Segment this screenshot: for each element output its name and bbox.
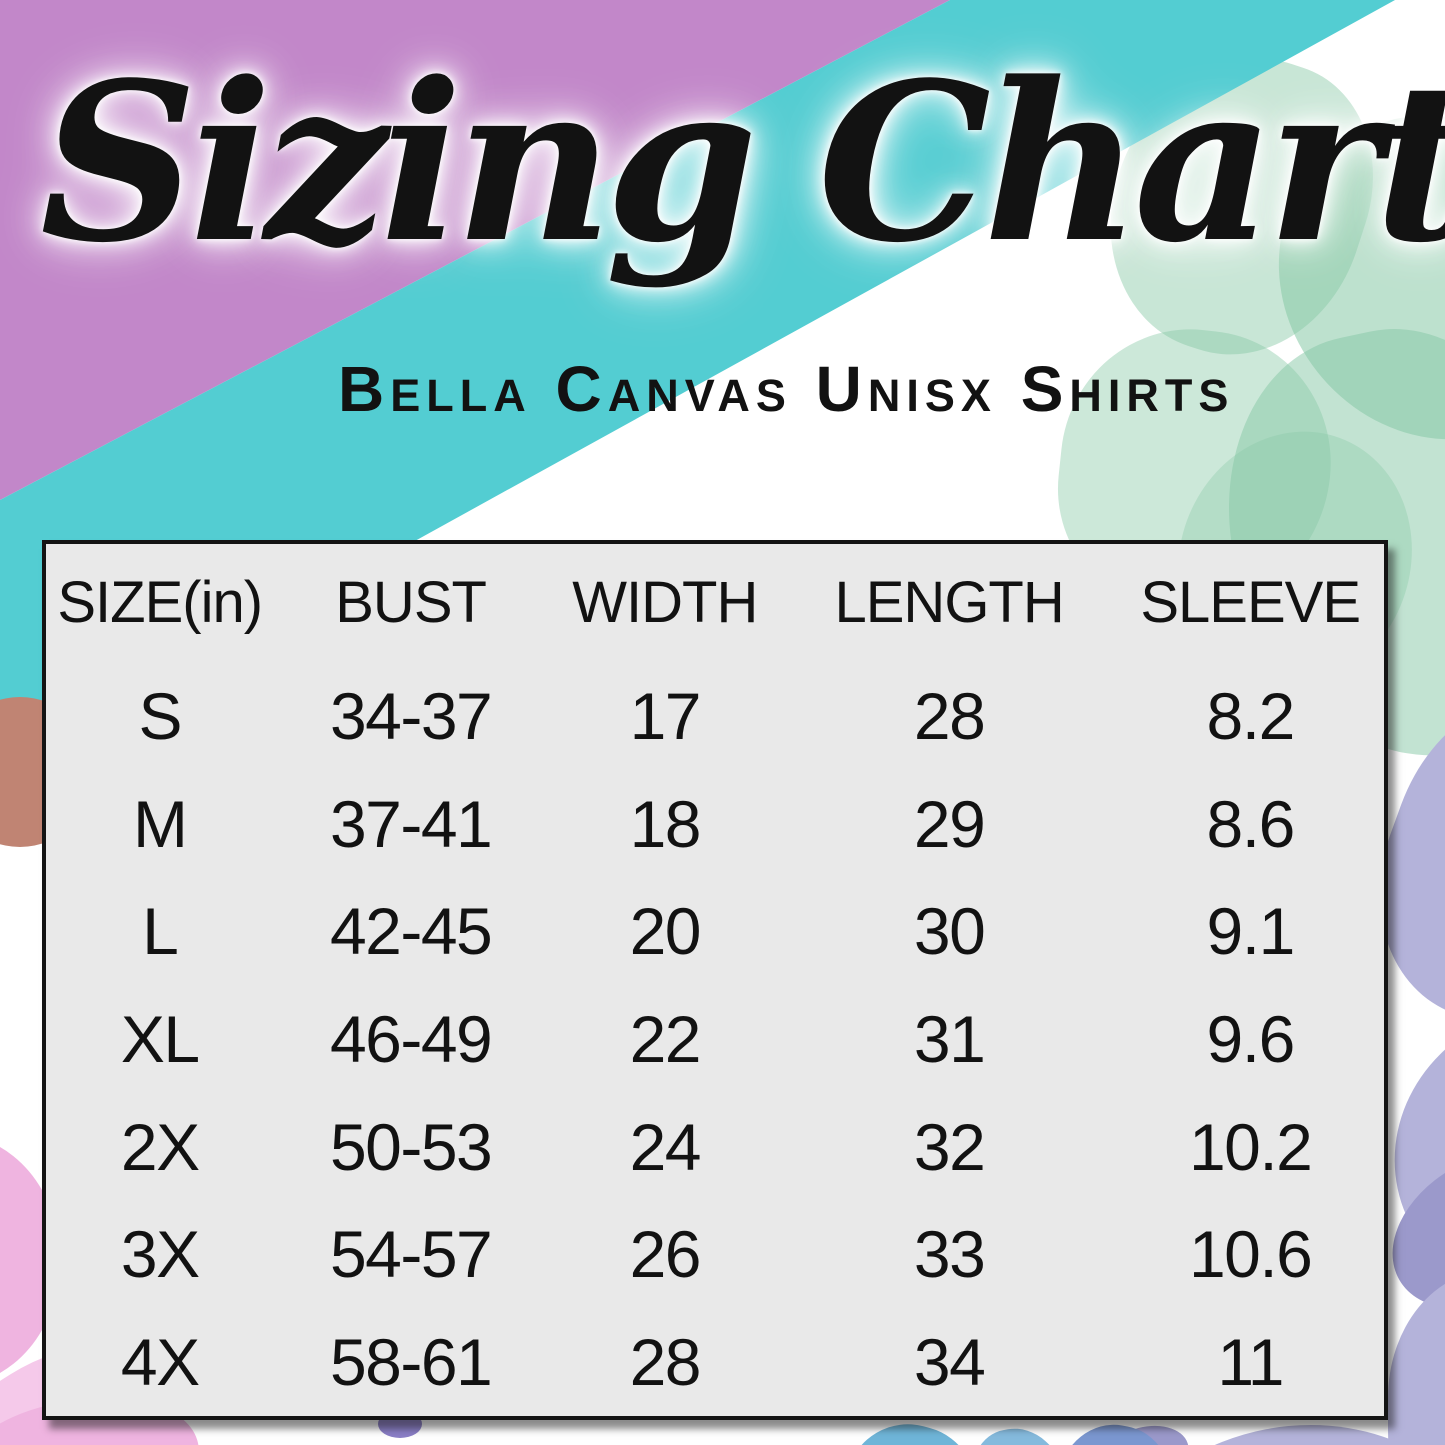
table-cell: 54-57 xyxy=(329,1217,493,1292)
table-cell: 28 xyxy=(629,1325,702,1400)
table-cell: 17 xyxy=(629,678,702,753)
table-cell: 9.1 xyxy=(1206,894,1296,969)
table-cell: 50-53 xyxy=(329,1109,493,1184)
sizing-table: SIZE(in) BUST WIDTH LENGTH SLEEVE S 34-3… xyxy=(42,540,1388,1420)
column-header-length: LENGTH xyxy=(834,570,1064,635)
table-cell: 31 xyxy=(913,1002,986,1077)
table-cell: S xyxy=(138,678,182,753)
table-row-3x: 3X 54-57 26 33 10.6 xyxy=(46,1201,1384,1309)
table-cell: 24 xyxy=(629,1109,702,1184)
table-cell: 18 xyxy=(629,786,702,861)
table-cell: 30 xyxy=(913,894,986,969)
blue-petal-icon xyxy=(963,1420,1078,1445)
table-cell: 26 xyxy=(629,1217,702,1292)
table-cell: 58-61 xyxy=(329,1325,493,1400)
table-cell: 11 xyxy=(1217,1325,1284,1400)
table-row-l: L 42-45 20 30 9.1 xyxy=(46,877,1384,985)
table-cell: L xyxy=(142,894,179,969)
table-cell: 4X xyxy=(120,1325,200,1400)
table-cell: 46-49 xyxy=(329,1002,493,1077)
table-cell: 42-45 xyxy=(329,894,493,969)
table-cell: 8.2 xyxy=(1206,678,1296,753)
table-header-row: SIZE(in) BUST WIDTH LENGTH SLEEVE xyxy=(46,544,1384,662)
table-cell: 3X xyxy=(120,1217,200,1292)
table-cell: M xyxy=(132,786,188,861)
table-cell: 22 xyxy=(629,1002,702,1077)
page-title: Sizing Chart xyxy=(40,35,1445,291)
table-cell: 29 xyxy=(913,786,986,861)
column-header-size: SIZE(in) xyxy=(57,570,263,635)
table-row-4x: 4X 58-61 28 34 11 xyxy=(46,1308,1384,1416)
column-header-width: WIDTH xyxy=(572,570,758,635)
table-row-m: M 37-41 18 29 8.6 xyxy=(46,770,1384,878)
table-cell: 20 xyxy=(629,894,702,969)
table-cell: 34 xyxy=(913,1325,986,1400)
table-cell: 28 xyxy=(913,678,986,753)
column-header-sleeve: SLEEVE xyxy=(1140,570,1361,635)
column-header-bust: BUST xyxy=(335,570,487,635)
table-cell: 33 xyxy=(913,1217,986,1292)
table-row-xl: XL 46-49 22 31 9.6 xyxy=(46,985,1384,1093)
subtitle: Bella Canvas Unisx Shirts xyxy=(338,353,1235,425)
table-cell: 8.6 xyxy=(1206,786,1296,861)
table-cell: 2X xyxy=(120,1109,200,1184)
table-cell: 32 xyxy=(913,1109,986,1184)
table-cell: 34-37 xyxy=(329,678,493,753)
table-cell: 9.6 xyxy=(1206,1002,1296,1077)
table-cell: 37-41 xyxy=(329,786,493,861)
table-cell: 10.2 xyxy=(1188,1109,1313,1184)
table-cell: 10.6 xyxy=(1188,1217,1313,1292)
table-row-s: S 34-37 17 28 8.2 xyxy=(46,662,1384,770)
table-row-2x: 2X 50-53 24 32 10.2 xyxy=(46,1093,1384,1201)
table-cell: XL xyxy=(120,1002,200,1077)
